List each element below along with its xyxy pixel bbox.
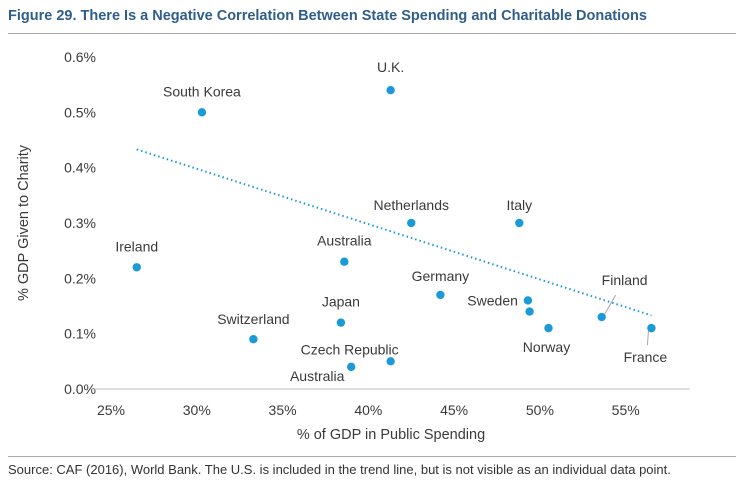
trendline <box>136 148 652 317</box>
scatter-chart: 0.0% 0.1% 0.2% 0.3% 0.4% 0.5% 0.6% 25% 30% 35% 40… <box>16 49 690 443</box>
source-note: Source: CAF (2016), World Bank. The U.S.… <box>8 462 671 477</box>
y-tick-label: 0.4% <box>64 160 96 176</box>
x-tick-label: 55% <box>612 402 640 418</box>
data-point <box>436 290 445 300</box>
data-label: Germany <box>412 268 470 284</box>
data-label: Czech Republic <box>301 341 399 357</box>
data-point <box>597 312 606 322</box>
y-axis-ticks: 0.0% 0.1% 0.2% 0.3% 0.4% 0.5% 0.6% <box>64 49 96 397</box>
data-point <box>544 323 553 333</box>
y-tick-label: 0.5% <box>64 104 96 120</box>
x-tick-label: 40% <box>354 402 382 418</box>
data-label: Italy <box>506 197 532 213</box>
data-point <box>523 296 533 305</box>
source-divider <box>8 456 736 457</box>
label-leader-line <box>604 294 617 315</box>
data-point <box>132 263 141 272</box>
data-label: Netherlands <box>373 197 449 213</box>
data-label: Australia <box>317 233 372 249</box>
y-tick-label: 0.6% <box>64 49 96 65</box>
data-point <box>647 323 656 333</box>
data-label: Australia <box>290 368 345 384</box>
data-label: Sweden <box>467 292 518 308</box>
data-point <box>346 362 356 372</box>
label-leader-lines <box>604 294 649 346</box>
data-point <box>340 257 349 266</box>
data-label: Ireland <box>115 238 158 254</box>
data-label: Japan <box>322 294 360 310</box>
x-axis-ticks: 25% 30% 35% 40% 45% 50% 55% <box>97 402 640 418</box>
data-label: France <box>624 349 668 365</box>
data-points <box>132 86 656 372</box>
data-label: South Korea <box>163 83 241 99</box>
title-divider-top <box>8 33 736 34</box>
data-point <box>515 218 524 228</box>
label-leader-line <box>646 331 649 346</box>
y-axis-title: % GDP Given to Charity <box>16 144 32 301</box>
y-tick-label: 0.2% <box>64 270 96 286</box>
data-point <box>197 108 207 117</box>
x-tick-label: 45% <box>440 402 468 418</box>
y-tick-label: 0.1% <box>64 326 96 342</box>
data-point <box>249 335 258 344</box>
x-tick-label: 30% <box>183 402 211 418</box>
y-tick-label: 0.0% <box>64 381 96 397</box>
data-label: Switzerland <box>217 311 289 327</box>
data-label: Finland <box>602 272 648 288</box>
data-label: Norway <box>523 339 570 355</box>
data-labels: South Korea U.K. Ireland Netherlands Italy Au… <box>115 59 667 384</box>
x-axis-title: % of GDP in Public Spending <box>297 427 485 443</box>
data-point <box>407 218 416 228</box>
data-point <box>386 357 395 366</box>
data-point <box>386 86 395 95</box>
x-tick-label: 25% <box>97 402 125 418</box>
data-point <box>336 318 346 327</box>
x-tick-label: 35% <box>269 402 297 418</box>
figure-title: Figure 29. There Is a Negative Correlati… <box>8 8 647 24</box>
x-tick-label: 50% <box>526 402 554 418</box>
y-tick-label: 0.3% <box>64 215 96 231</box>
data-label: U.K. <box>377 59 404 75</box>
data-point <box>525 307 534 316</box>
